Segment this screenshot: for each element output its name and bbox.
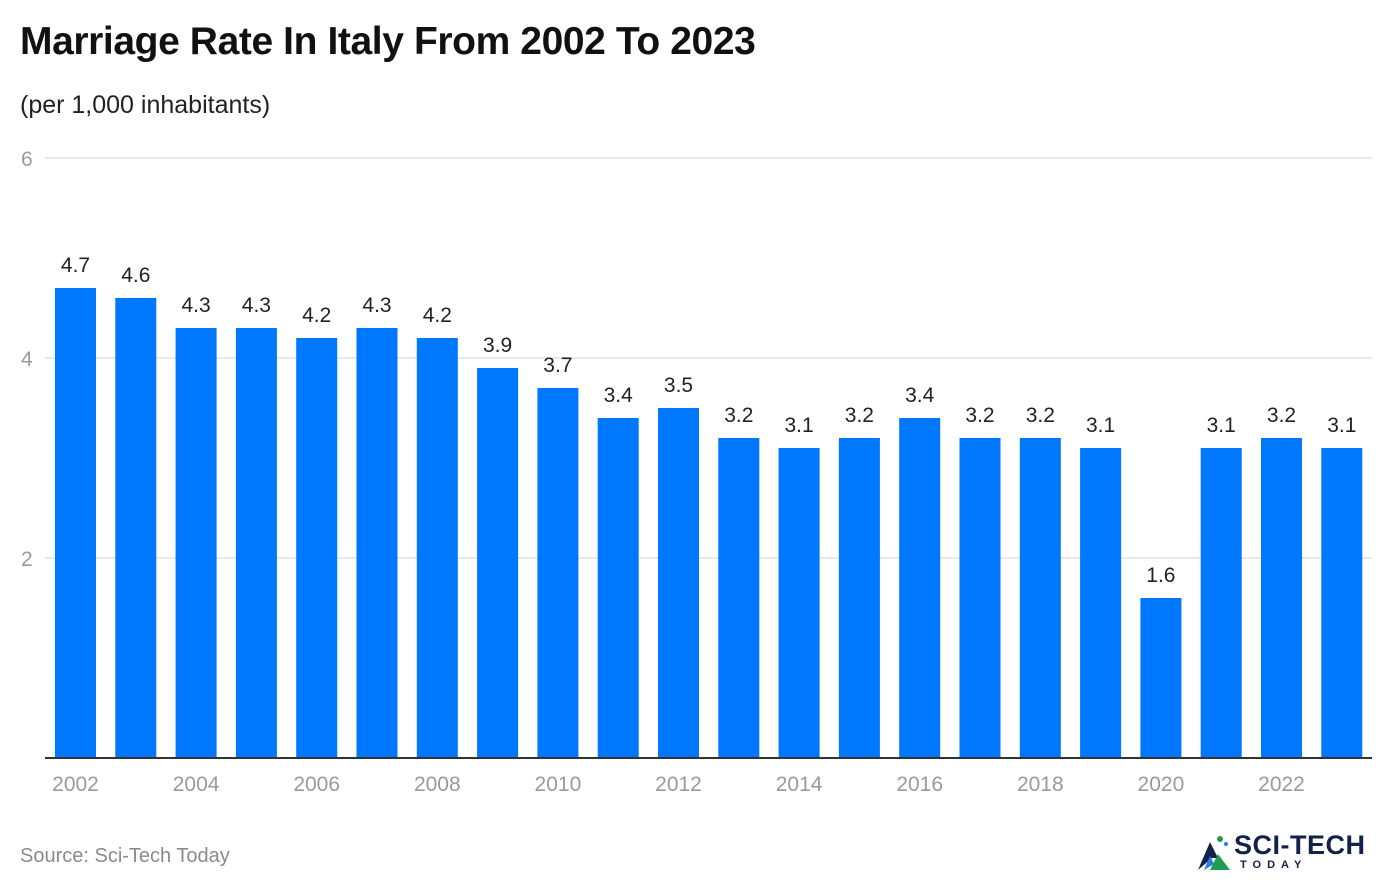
bar	[356, 328, 398, 758]
data-label: 3.1	[784, 414, 813, 437]
bar	[1321, 448, 1363, 758]
logo-wordmark: SCI-TECH	[1234, 830, 1366, 860]
data-label: 4.2	[302, 304, 331, 327]
data-label: 4.6	[121, 264, 150, 287]
bar	[959, 438, 1001, 758]
bar	[1080, 448, 1122, 758]
bar	[477, 368, 519, 758]
bar	[416, 338, 458, 758]
data-label: 3.2	[845, 404, 874, 427]
data-label: 4.3	[242, 294, 271, 317]
x-tick-label: 2004	[173, 773, 220, 796]
x-tick-label: 2014	[776, 773, 823, 796]
bar	[537, 388, 579, 758]
x-tick-label: 2010	[535, 773, 582, 796]
data-label: 4.7	[61, 254, 90, 277]
data-label: 3.2	[1267, 404, 1296, 427]
sci-tech-today-logo: SCI-TECH TODAY	[1196, 828, 1374, 876]
x-tick-label: 2022	[1258, 773, 1305, 796]
data-label: 3.2	[965, 404, 994, 427]
bar	[718, 438, 760, 758]
chart-subtitle: (per 1,000 inhabitants)	[20, 91, 271, 119]
bar	[115, 298, 157, 758]
bar	[658, 408, 699, 758]
x-tick-label: 2008	[414, 773, 461, 796]
x-tick-label: 2006	[293, 773, 340, 796]
data-label: 3.2	[724, 404, 753, 427]
data-label: 3.7	[543, 354, 572, 377]
data-label: 4.3	[181, 294, 210, 317]
bar	[55, 288, 96, 758]
data-label: 3.5	[664, 374, 693, 397]
x-tick-label: 2020	[1138, 773, 1185, 796]
x-tick-label: 2016	[896, 773, 943, 796]
bar	[838, 438, 880, 758]
y-tick-label: 2	[21, 548, 33, 571]
data-label: 3.9	[483, 334, 512, 357]
bar	[235, 328, 277, 758]
x-tick-label: 2002	[52, 773, 99, 796]
bar	[296, 338, 338, 758]
x-tick-label: 2018	[1017, 773, 1064, 796]
data-label: 4.2	[423, 304, 452, 327]
data-label: 4.3	[362, 294, 391, 317]
bar	[899, 418, 941, 758]
bar	[1261, 438, 1302, 758]
bar	[175, 328, 217, 758]
data-label: 3.1	[1327, 414, 1356, 437]
data-label: 3.4	[604, 384, 634, 407]
data-label: 1.6	[1146, 564, 1175, 587]
bar	[1200, 448, 1242, 758]
data-label: 3.1	[1086, 414, 1115, 437]
data-label: 3.2	[1026, 404, 1055, 427]
x-tick-label: 2012	[655, 773, 702, 796]
bar	[1019, 438, 1061, 758]
data-label: 3.1	[1207, 414, 1236, 437]
chart-title: Marriage Rate In Italy From 2002 To 2023	[20, 20, 756, 63]
bar	[778, 448, 820, 758]
y-tick-label: 4	[21, 348, 33, 371]
logo-mark-icon	[1198, 836, 1230, 870]
data-label: 3.4	[905, 384, 935, 407]
source-note: Source: Sci-Tech Today	[20, 845, 230, 867]
bar	[1140, 598, 1182, 758]
bar-chart: 2 4 6 4.7 4.6 4.3 4.3 4.2 4.3 4.2 3.9 3.7 3.4 3.5 3.2 3…	[21, 148, 1372, 796]
bar	[597, 418, 639, 758]
logo-subtext: TODAY	[1240, 859, 1308, 871]
y-tick-label: 6	[21, 148, 33, 171]
